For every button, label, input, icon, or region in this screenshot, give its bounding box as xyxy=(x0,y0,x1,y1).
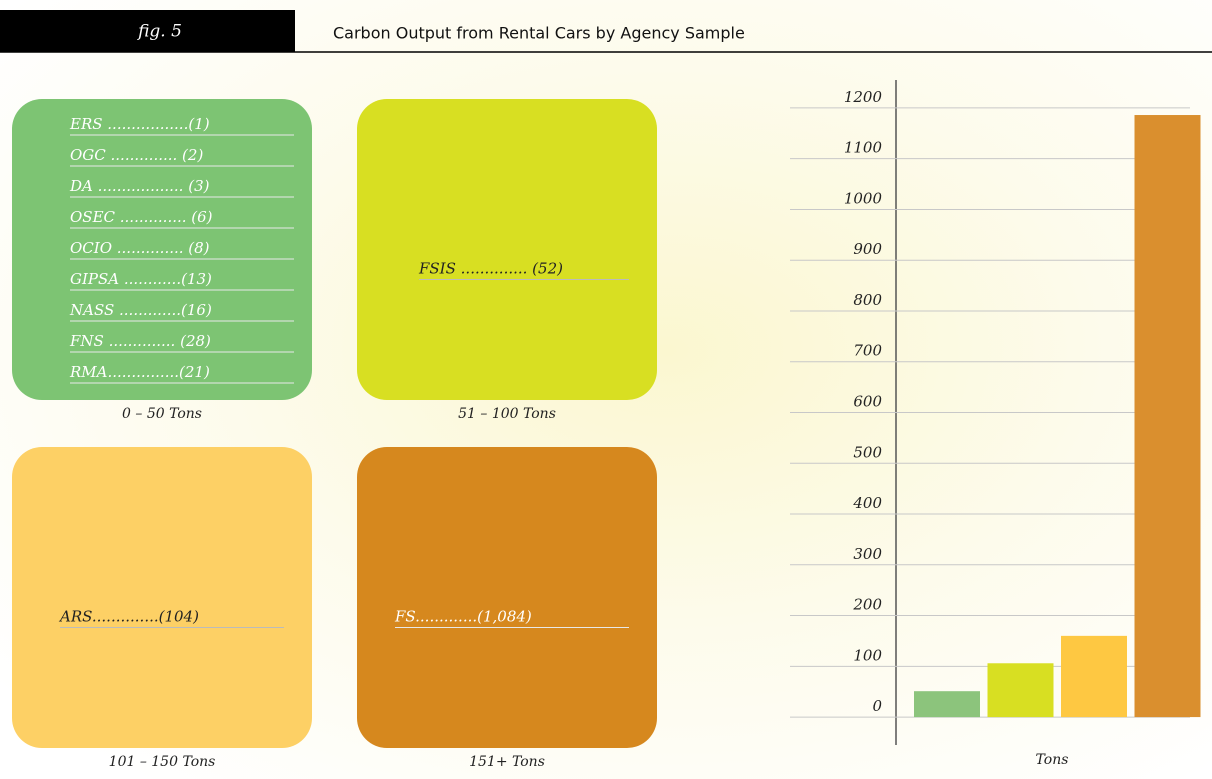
y-tick-label: 400 xyxy=(852,494,882,512)
y-tick-label: 1000 xyxy=(844,189,883,207)
y-tick-label: 600 xyxy=(853,393,882,411)
header-block xyxy=(0,10,295,52)
y-tick-label: 100 xyxy=(853,646,882,664)
y-tick-label: 0 xyxy=(872,697,882,715)
y-tick-label: 700 xyxy=(853,342,882,360)
group-box xyxy=(357,99,657,400)
y-tick-label: 500 xyxy=(853,443,882,461)
entry: NASS .............(16) xyxy=(69,301,212,319)
group-label: 0 – 50 Tons xyxy=(122,406,202,422)
bar xyxy=(1134,115,1201,718)
y-tick-label: 200 xyxy=(852,596,882,614)
bar xyxy=(987,663,1054,718)
entry: GIPSA ............(13) xyxy=(70,270,212,288)
title: Carbon Output from Rental Cars by Agency… xyxy=(333,24,745,43)
entry: OGC .............. (2) xyxy=(70,146,203,164)
entry: OSEC .............. (6) xyxy=(70,208,213,226)
y-tick-label: 1200 xyxy=(844,88,883,106)
group-label: 51 – 100 Tons xyxy=(458,406,556,422)
entry: FSIS .............. (52) xyxy=(418,260,563,278)
y-tick-label: 900 xyxy=(853,240,882,258)
x-axis-label: Tons xyxy=(1036,752,1069,768)
entry: FS.............(1,084) xyxy=(394,608,532,626)
entry: DA .................. (3) xyxy=(69,177,210,195)
bar xyxy=(1061,635,1127,718)
group-box xyxy=(357,447,657,748)
y-tick-label: 800 xyxy=(853,291,882,309)
group-box xyxy=(12,447,312,748)
y-tick-label: 300 xyxy=(853,545,882,563)
entry: ERS .................(1) xyxy=(69,115,210,133)
group-label: 151+ Tons xyxy=(469,754,545,770)
entry: ARS..............(104) xyxy=(58,608,199,626)
entry: RMA...............(21) xyxy=(69,363,210,381)
y-tick-label: 1100 xyxy=(844,139,883,157)
group-box xyxy=(12,99,312,400)
bar xyxy=(914,691,980,718)
entry: FNS .............. (28) xyxy=(69,332,211,350)
entry: OCIO .............. (8) xyxy=(70,239,210,257)
fig-label: fig. 5 xyxy=(136,22,182,42)
group-label: 101 – 150 Tons xyxy=(109,754,216,770)
